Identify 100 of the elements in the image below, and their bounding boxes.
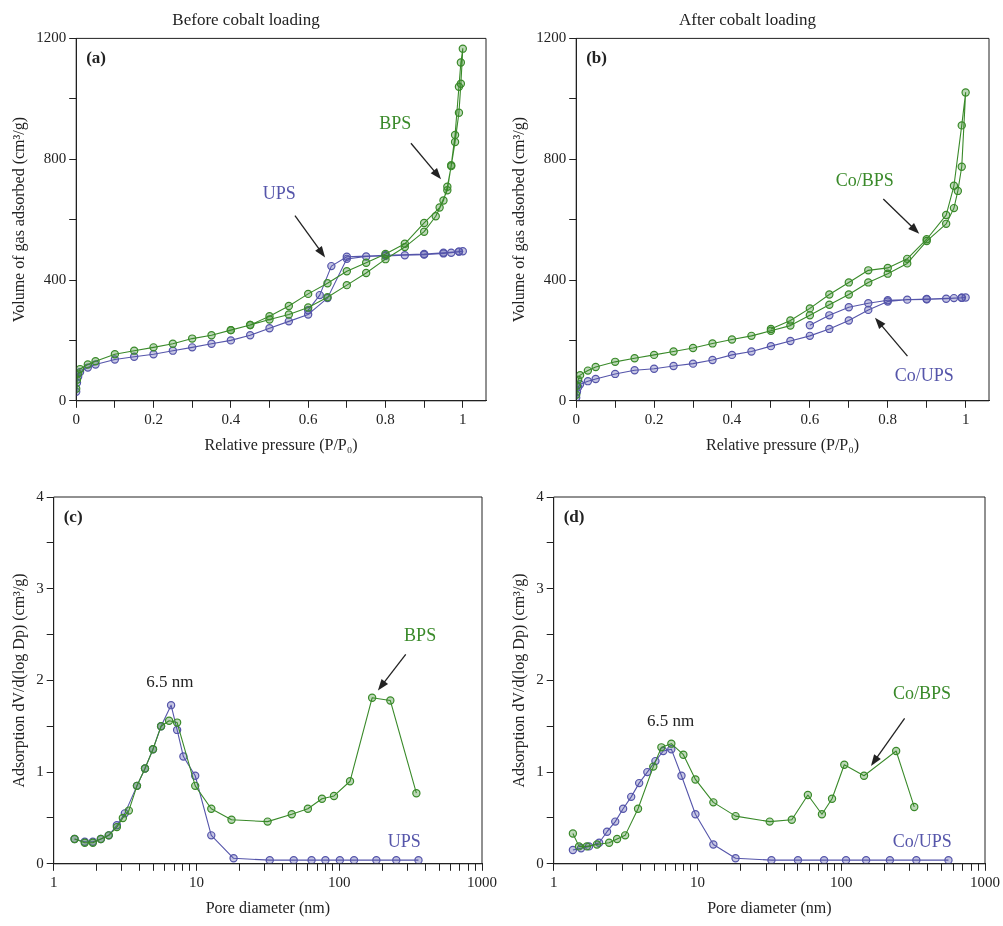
y-tick-label: 2	[536, 671, 544, 688]
point	[766, 341, 776, 351]
point	[825, 300, 834, 309]
point	[844, 302, 853, 312]
annotation: (d)	[563, 506, 585, 526]
y-tick-label: 1	[36, 763, 44, 780]
point	[447, 248, 456, 258]
point	[688, 359, 698, 368]
annotation: (a)	[86, 48, 107, 68]
y-tick-label: 800	[543, 150, 567, 167]
point	[649, 364, 659, 373]
x-tick-label: 1	[961, 410, 970, 427]
x-tick-label: 1000	[467, 873, 497, 890]
point	[805, 311, 815, 320]
x-tick-label: 100	[829, 873, 853, 890]
point	[825, 290, 834, 299]
text: BPS	[379, 113, 412, 134]
annotation: 6.5 nm	[146, 672, 194, 692]
y-axis-title: Volume of gas adsorbed (cm³/g)	[509, 116, 528, 323]
point	[903, 295, 912, 304]
point	[864, 299, 873, 308]
point	[825, 311, 834, 320]
point	[284, 310, 294, 319]
point	[949, 181, 959, 190]
point	[419, 227, 429, 236]
point	[431, 212, 440, 221]
y-tick-label: 400	[43, 270, 67, 287]
point	[591, 374, 600, 384]
point	[949, 293, 959, 303]
x-tick-label: 0.4	[722, 410, 742, 427]
point	[149, 350, 158, 359]
point	[342, 280, 352, 290]
point	[400, 239, 410, 248]
point	[630, 366, 639, 375]
point	[454, 108, 464, 117]
point	[883, 263, 892, 273]
point	[727, 335, 737, 344]
point	[284, 317, 294, 326]
y-tick-label: 4	[536, 487, 545, 504]
point	[708, 355, 717, 365]
y-tick-label: 3	[36, 579, 44, 596]
y-tick-label: 3	[536, 579, 544, 596]
point	[786, 336, 795, 346]
point	[949, 203, 959, 213]
point	[450, 130, 460, 140]
point	[458, 44, 467, 53]
y-tick-label: 0	[536, 854, 544, 871]
y-tick-label: 800	[43, 150, 67, 167]
point	[961, 88, 970, 97]
point	[844, 278, 853, 287]
point	[361, 268, 371, 278]
x-tick-label: 0.6	[800, 410, 820, 427]
x-axis-title: Relative pressure (P/P₀)	[204, 435, 358, 454]
point	[361, 252, 371, 261]
point	[576, 370, 585, 380]
point	[226, 336, 236, 345]
text: Co/BPS	[835, 169, 894, 190]
x-tick-label: 0.4	[221, 410, 241, 427]
x-tick-label: 0.8	[878, 410, 898, 427]
text: UPS	[262, 182, 296, 203]
x-axis-title: Pore diameter (nm)	[707, 898, 832, 917]
point	[456, 58, 466, 67]
point	[149, 343, 158, 352]
point	[844, 316, 853, 325]
y-tick-label: 400	[543, 270, 567, 287]
point	[583, 366, 593, 375]
point	[630, 354, 639, 363]
point	[419, 218, 429, 228]
x-tick-label: 10	[689, 873, 705, 890]
point	[610, 369, 620, 379]
point	[207, 339, 216, 348]
y-tick-label: 0	[36, 854, 44, 871]
y-axis-title: Adsorption dV/d(log Dp) (cm³/g)	[509, 573, 528, 788]
point	[303, 289, 313, 299]
y-axis-title: Adsorption dV/d(log Dp) (cm³/g)	[9, 573, 28, 788]
point	[805, 321, 815, 330]
chart-title: After cobalt loading	[679, 9, 817, 29]
point	[342, 267, 352, 276]
x-tick-label: 0.6	[298, 410, 319, 427]
point	[941, 210, 951, 220]
point	[168, 346, 178, 355]
point	[805, 331, 815, 341]
point	[669, 361, 678, 371]
point	[591, 362, 600, 372]
point	[864, 266, 873, 275]
point	[400, 251, 410, 260]
point	[825, 324, 834, 334]
point	[805, 304, 815, 313]
point	[245, 331, 255, 340]
point	[187, 334, 197, 343]
point	[610, 357, 620, 367]
x-axis-title: Pore diameter (nm)	[205, 898, 331, 917]
y-tick-label: 2	[36, 671, 44, 688]
x-tick-label: 0.2	[144, 410, 163, 427]
y-tick-label: 1200	[536, 29, 567, 46]
x-tick-label: 0	[572, 410, 580, 427]
point	[747, 347, 756, 356]
point	[957, 162, 966, 171]
point	[727, 350, 737, 360]
point	[583, 376, 593, 386]
